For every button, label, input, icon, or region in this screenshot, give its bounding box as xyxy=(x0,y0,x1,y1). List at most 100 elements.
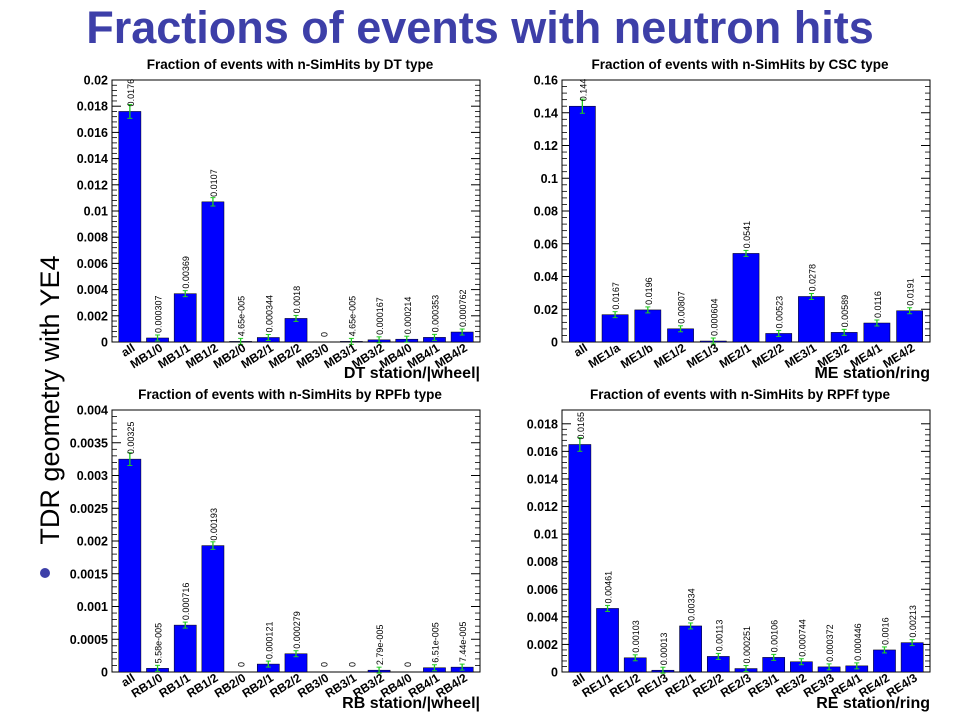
data-label: 2.79e-005 xyxy=(375,625,385,666)
data-label: 0 xyxy=(237,662,247,667)
y-tick-label: 0.004 xyxy=(77,283,108,297)
category-label: all xyxy=(571,341,590,360)
bar xyxy=(568,444,592,673)
category-label: ME2/2 xyxy=(749,341,786,371)
bar xyxy=(173,293,197,343)
bar xyxy=(601,314,629,343)
y-tick-label: 0.01 xyxy=(84,205,108,219)
chart-panel-rpfb: Fraction of events with n-SimHits by RPF… xyxy=(40,385,500,715)
y-tick-label: 0.006 xyxy=(527,583,558,597)
data-label: 0.00589 xyxy=(840,295,850,328)
category-label: all xyxy=(119,671,138,690)
data-label: 4.65e-005 xyxy=(347,296,357,337)
chart-title: Fraction of events with n-SimHits by RPF… xyxy=(590,387,891,402)
data-label: 7.44e-005 xyxy=(458,622,468,663)
bar xyxy=(596,608,619,673)
bar xyxy=(896,310,923,343)
chart-panel-dt: Fraction of events with n-SimHits by DT … xyxy=(40,55,500,385)
bar xyxy=(118,458,142,673)
data-label: 0.00193 xyxy=(209,508,219,541)
x-axis-title: ME station/ring xyxy=(814,365,930,382)
y-tick-label: 0.004 xyxy=(527,610,558,624)
y-tick-label: 0.02 xyxy=(84,74,108,88)
chart-rpff: Fraction of events with n-SimHits by RPF… xyxy=(527,387,931,712)
y-tick-label: 0.08 xyxy=(534,205,558,219)
data-label: 0.0107 xyxy=(209,169,219,197)
data-label: 0.000167 xyxy=(375,297,385,335)
data-label: 0.0196 xyxy=(644,277,654,305)
category-label: RE1/3 xyxy=(635,671,671,701)
y-tick-label: 0.006 xyxy=(77,257,108,271)
y-tick-label: 0.002 xyxy=(77,309,108,323)
data-label: 4.65e-005 xyxy=(237,296,247,337)
data-label: 0.000762 xyxy=(458,289,468,327)
y-tick-label: 0.0035 xyxy=(70,436,108,450)
y-tick-label: 0.018 xyxy=(77,100,108,114)
y-tick-label: 0.0025 xyxy=(70,502,108,516)
bar xyxy=(634,309,662,343)
data-label: 0 xyxy=(403,662,413,667)
data-label: 0.000604 xyxy=(709,298,719,336)
y-tick-label: 0.008 xyxy=(77,231,108,245)
category-label: RE1/1 xyxy=(579,671,615,701)
bar xyxy=(284,318,308,343)
category-label: ME1/3 xyxy=(684,341,721,371)
y-tick-label: 0.04 xyxy=(534,270,558,284)
bar xyxy=(118,111,142,343)
category-label: all xyxy=(119,341,138,360)
data-label: 0.00807 xyxy=(677,291,687,324)
data-label: 0.000307 xyxy=(154,295,164,333)
bar xyxy=(900,642,924,673)
data-label: 0.000446 xyxy=(853,623,863,661)
data-label: 0.0116 xyxy=(873,291,883,318)
chart-title: Fraction of events with n-SimHits by CSC… xyxy=(591,57,889,72)
data-label: 0.000716 xyxy=(181,583,191,621)
category-label: RE1/2 xyxy=(607,671,643,701)
y-tick-label: 0.016 xyxy=(527,445,558,459)
category-label: RE3/2 xyxy=(773,671,809,701)
chart-title: Fraction of events with n-SimHits by RPF… xyxy=(138,387,442,402)
data-label: 0.000121 xyxy=(264,622,274,660)
y-tick-label: 0.014 xyxy=(77,152,108,166)
category-label: RE2/1 xyxy=(662,671,698,701)
x-axis-title: RE station/ring xyxy=(816,695,930,712)
category-label: all xyxy=(569,671,588,690)
data-label: 0.0016 xyxy=(880,617,890,645)
category-label: ME1/b xyxy=(618,341,655,372)
slide-title: Fractions of events with neutron hits xyxy=(86,2,874,53)
data-label: 0.000353 xyxy=(430,295,440,333)
y-tick-label: 0.01 xyxy=(534,528,558,542)
data-label: 0.0541 xyxy=(742,221,752,249)
y-tick-label: 0.12 xyxy=(534,139,558,153)
y-tick-label: 0.018 xyxy=(527,417,558,431)
y-tick-label: 0.1 xyxy=(541,172,558,186)
chart-panel-rpff: Fraction of events with n-SimHits by RPF… xyxy=(490,385,950,715)
bar xyxy=(201,545,225,673)
bar xyxy=(173,624,197,673)
data-label: 0.00523 xyxy=(775,296,785,329)
data-label: 0.0018 xyxy=(292,286,302,314)
data-label: 0.00113 xyxy=(714,620,724,652)
y-tick-label: 0.016 xyxy=(77,126,108,140)
data-label: 0.000344 xyxy=(264,295,274,333)
chart-title: Fraction of events with n-SimHits by DT … xyxy=(147,57,434,72)
data-label: 0 xyxy=(320,662,330,667)
y-tick-label: 0.012 xyxy=(77,178,108,192)
data-label: 0.0165 xyxy=(576,412,586,440)
data-label: 0.000214 xyxy=(403,297,413,335)
y-tick-label: 0.02 xyxy=(534,303,558,317)
chart-dt: Fraction of events with n-SimHits by DT … xyxy=(77,57,481,382)
chart-panel-csc: Fraction of events with n-SimHits by CSC… xyxy=(490,55,950,385)
data-label: 0.0176 xyxy=(126,79,136,107)
data-label: 0.00106 xyxy=(770,620,780,653)
data-label: 5.58e-005 xyxy=(154,623,164,664)
category-label: ME2/1 xyxy=(717,341,754,371)
category-label: RE2/2 xyxy=(690,671,726,701)
y-tick-label: 0.008 xyxy=(527,555,558,569)
x-axis-title: DT station/|wheel| xyxy=(344,365,480,382)
y-tick-label: 0.0005 xyxy=(70,633,108,647)
bullet-dot xyxy=(40,568,50,578)
data-label: 0.00461 xyxy=(604,571,614,604)
y-tick-label: 0.14 xyxy=(534,106,558,120)
data-label: 0 xyxy=(320,332,330,337)
